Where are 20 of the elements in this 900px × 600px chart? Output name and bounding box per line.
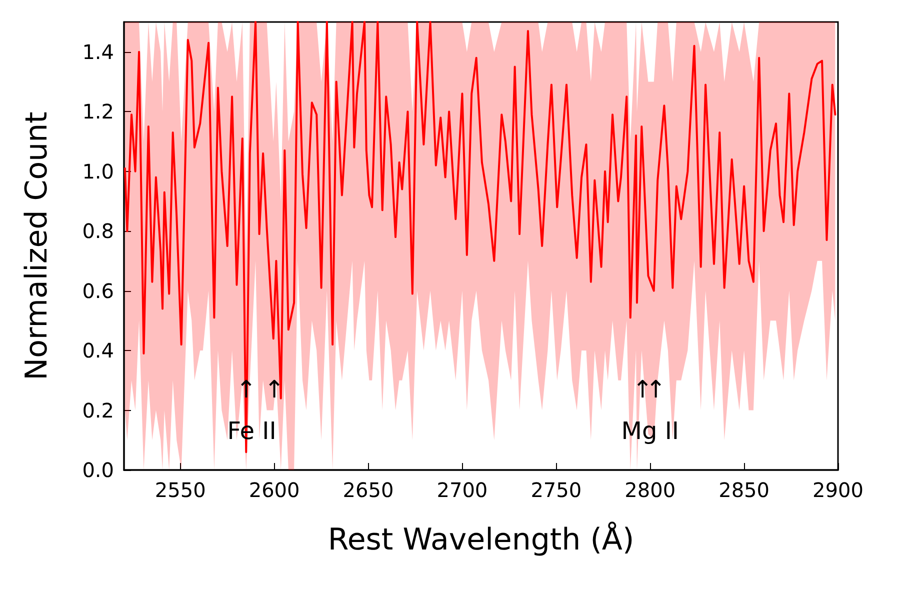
x-tick-label: 2750 [530, 478, 582, 502]
y-tick-label: 0.0 [82, 458, 114, 482]
x-tick-label: 2800 [624, 478, 676, 502]
x-tick-label: 2650 [342, 478, 394, 502]
x-axis-title: Rest Wavelength (Å) [328, 522, 634, 558]
y-tick-label: 0.6 [82, 278, 114, 303]
annotation: Mg II [621, 417, 679, 446]
y-tick-label: 0.2 [82, 398, 114, 422]
annotation: ↑ [264, 375, 284, 404]
y-tick-label: 1.4 [82, 40, 114, 64]
y-tick-label: 0.4 [82, 338, 114, 363]
x-tick-label: 2600 [248, 478, 300, 502]
y-axis-title: Normalized Count [20, 111, 54, 380]
x-tick-label: 2850 [718, 478, 770, 502]
y-tick-label: 1.2 [82, 100, 114, 124]
y-tick-label: 0.8 [82, 219, 114, 244]
x-tick-label: 2900 [812, 478, 864, 502]
y-tick-label: 1.0 [82, 159, 114, 184]
x-tick-label: 2700 [436, 478, 488, 502]
x-tick-label: 2550 [154, 478, 206, 502]
